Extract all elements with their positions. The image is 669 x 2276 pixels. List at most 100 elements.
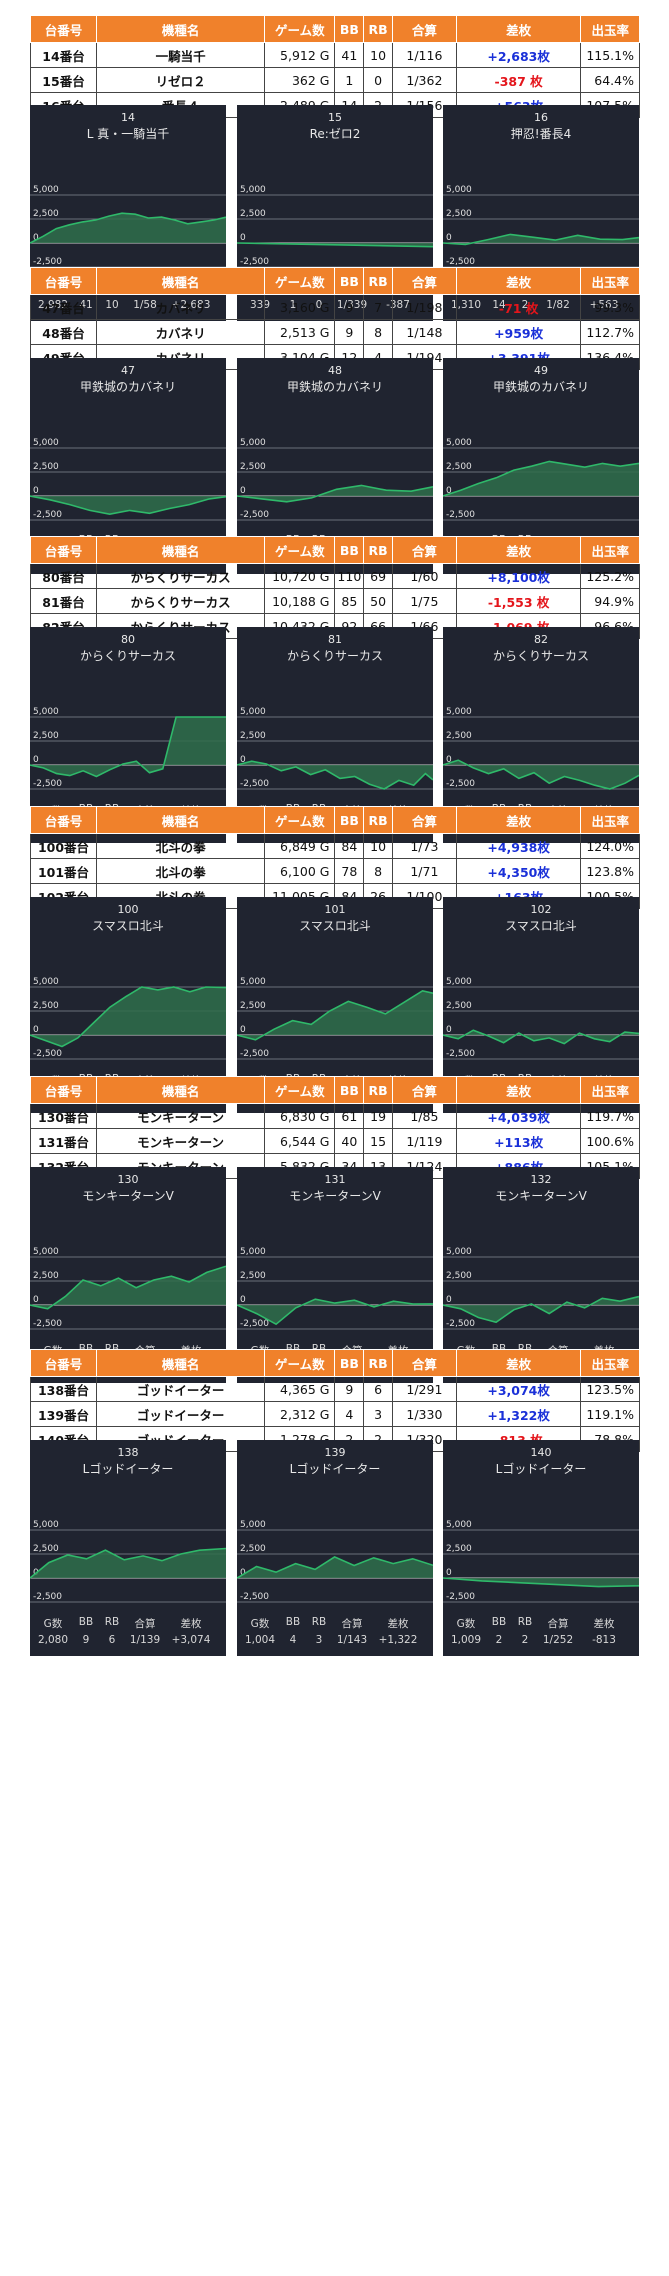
y-tick-label: 2,500: [33, 1544, 59, 1554]
slump-line: [237, 242, 433, 248]
slump-graph-panel: 132モンキーターンV5,0002,5000-2,500G数BBRB合算差枚3,…: [443, 1167, 639, 1383]
panel-machine-name: 甲鉄城のカバネリ: [79, 380, 176, 394]
y-tick-label: 5,000: [240, 1520, 266, 1530]
table-row: 138番台 ゴッドイーター 4,365 G 9 6 1/291 +3,074枚 123.5%: [30, 1376, 640, 1402]
panel-unit-number: 100: [117, 903, 139, 916]
column-header: RB: [363, 806, 393, 834]
y-tick-label: 0: [446, 486, 452, 496]
bb-count: 84: [334, 833, 365, 859]
y-tick-label: 0: [240, 486, 246, 496]
y-tick-label: 5,000: [240, 977, 266, 987]
combined-ratio: 1/60: [391, 563, 457, 589]
column-header: BB: [334, 15, 365, 43]
medal-difference: -1,553 枚: [455, 588, 582, 614]
unit-number: 14番台: [30, 42, 97, 68]
y-tick-label: -2,500: [240, 1049, 269, 1059]
y-tick-label: -2,500: [33, 1049, 62, 1059]
rb-count: 3: [363, 1401, 393, 1427]
y-tick-label: 5,000: [446, 1520, 472, 1530]
column-header: 合算: [391, 536, 457, 564]
panel-unit-number: 130: [117, 1173, 139, 1186]
medal-difference: +4,350枚: [455, 858, 582, 884]
payout-rate: 94.9%: [580, 588, 640, 614]
y-tick-label: 2,500: [33, 1271, 59, 1281]
panel-machine-name: モンキーターンV: [82, 1189, 174, 1203]
panel-machine-name: スマスロ北斗: [505, 919, 577, 933]
bb-count: 9: [334, 294, 365, 320]
y-tick-label: 5,000: [240, 438, 266, 448]
stat-label: 合算: [341, 1618, 363, 1630]
slump-area: [443, 1296, 639, 1323]
table-row: 139番台 ゴッドイーター 2,312 G 4 3 1/330 +1,322枚 119.1%: [30, 1401, 640, 1427]
unit-number: 138番台: [30, 1376, 97, 1402]
column-header: 台番号: [30, 267, 97, 295]
column-header: 差枚: [455, 15, 582, 43]
panel-machine-name: Lゴッドイーター: [495, 1462, 587, 1476]
machine-name: ゴッドイーター: [95, 1376, 266, 1402]
game-count: 2,312 G: [264, 1401, 336, 1427]
unit-number: 81番台: [30, 588, 97, 614]
panel-unit-number: 80: [121, 633, 135, 646]
column-header: 差枚: [455, 536, 582, 564]
machine-table: 台番号 機種名 ゲーム数 BB RB 合算 差枚 出玉率 47番台 カバネリ 3,160 G 9 7 1/…: [30, 267, 640, 370]
stats-value-row: 1,009 2 2 1/252 -813: [446, 1634, 636, 1646]
medal-difference: +8,100枚: [455, 563, 582, 589]
panel-machine-name: スマスロ北斗: [92, 919, 164, 933]
stat-label: BB: [285, 1616, 301, 1628]
game-count: 6,849 G: [264, 833, 336, 859]
slump-area: [237, 1299, 433, 1325]
column-header: BB: [334, 1076, 365, 1104]
unit-number: 139番台: [30, 1401, 97, 1427]
panel-machine-name: 甲鉄城のカバネリ: [286, 380, 383, 394]
panel-machine-name: Lゴッドイーター: [289, 1462, 381, 1476]
unit-number: 47番台: [30, 294, 97, 320]
slump-area: [30, 496, 226, 515]
column-header: 差枚: [455, 1349, 582, 1377]
bb-count: 110: [334, 563, 365, 589]
table-row: 131番台 モンキーターン 6,544 G 40 15 1/119 +113枚 100.6%: [30, 1128, 640, 1154]
game-count: 5,912 G: [264, 42, 336, 68]
y-tick-label: 2,500: [446, 462, 472, 472]
game-count: 4,365 G: [264, 1376, 336, 1402]
stat-value: 4: [289, 1634, 297, 1646]
stat-value: 2: [521, 1634, 529, 1646]
panel-stats: G数 BB RB 合算 差枚 1,004 4 3 1/143 +1,322: [240, 1616, 430, 1646]
y-tick-label: -2,500: [446, 257, 475, 267]
y-tick-label: 2,500: [33, 462, 59, 472]
slump-area: [237, 990, 433, 1040]
payout-rate: 99.3%: [580, 294, 640, 320]
panel-unit-number: 138: [117, 1446, 139, 1459]
slump-area: [30, 1548, 226, 1578]
rb-count: 15: [363, 1128, 393, 1154]
column-header: 機種名: [95, 267, 266, 295]
stat-value: 1,004: [244, 1634, 276, 1646]
panel-unit-number: 81: [328, 633, 342, 646]
column-header: 台番号: [30, 15, 97, 43]
slump-graph-panel: 138 Lゴッドイーター 5,000 2,500 0 -2,500 G数 BB RB 合算 差枚 2,…: [30, 1440, 226, 1656]
column-header: 機種名: [95, 1349, 266, 1377]
stat-label: RB: [104, 1616, 120, 1628]
table-row: 80番台 からくりサーカス 10,720 G 110 69 1/60 +8,100枚 125.…: [30, 563, 640, 589]
y-tick-label: 5,000: [446, 977, 472, 987]
y-tick-label: 2,500: [446, 209, 472, 219]
combined-ratio: 1/71: [391, 858, 457, 884]
bb-count: 61: [334, 1103, 365, 1129]
table-header-row: 台番号 機種名 ゲーム数 BB RB 合算 差枚 出玉率: [30, 267, 640, 295]
column-header: 合算: [391, 1349, 457, 1377]
rb-count: 19: [363, 1103, 393, 1129]
machine-name: 北斗の拳: [95, 858, 266, 884]
panel-unit-number: 14: [121, 111, 135, 124]
y-tick-label: 5,000: [33, 977, 59, 987]
bb-count: 85: [334, 588, 365, 614]
column-header: 合算: [391, 267, 457, 295]
stat-label: G数: [456, 1618, 476, 1630]
slump-line: [237, 484, 433, 503]
slump-area: [443, 234, 639, 245]
rb-count: 10: [363, 42, 393, 68]
